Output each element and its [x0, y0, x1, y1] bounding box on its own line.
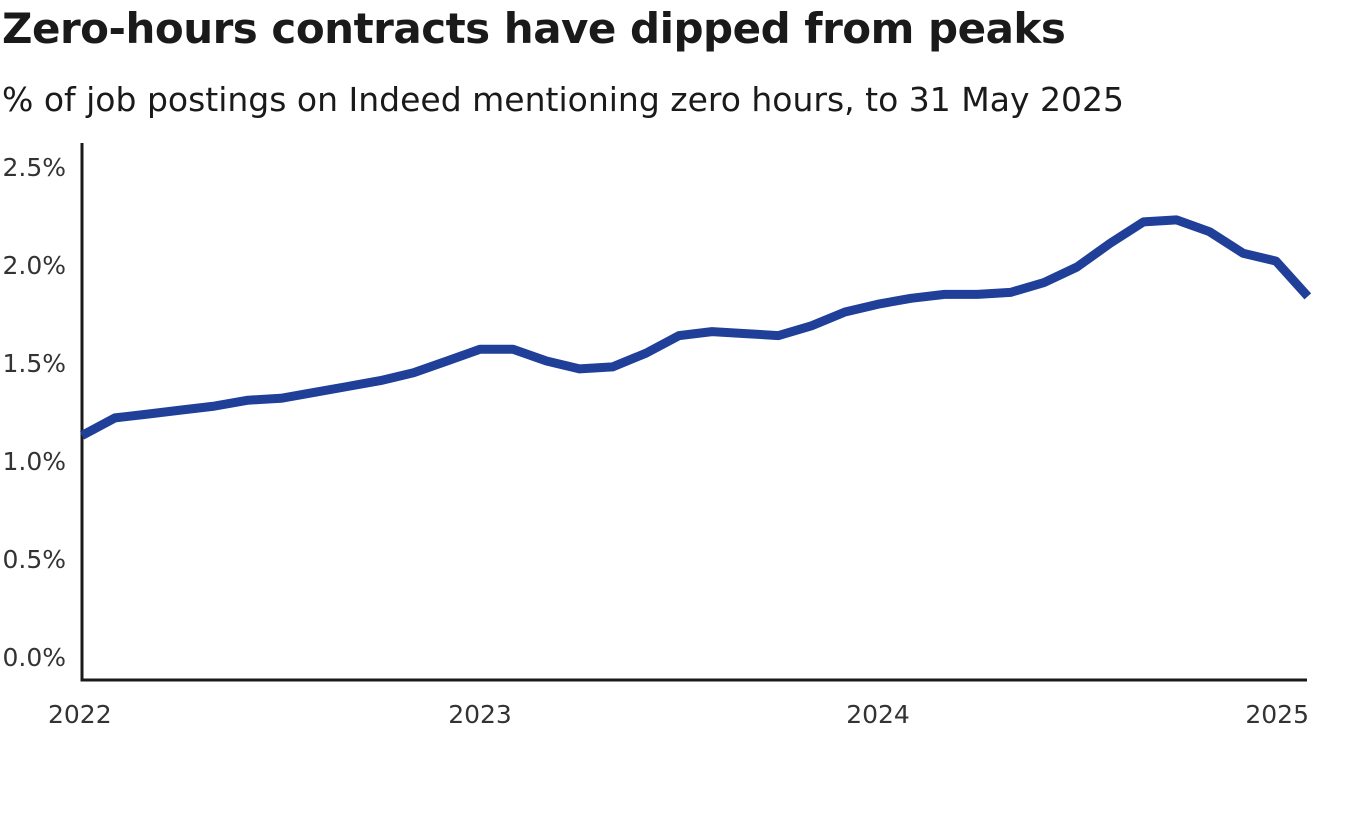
y-tick-label: 2.0% — [2, 251, 66, 280]
x-tick-label: 2025 — [1245, 700, 1309, 729]
y-tick-label: 1.5% — [2, 349, 66, 378]
x-tick-label: 2024 — [846, 700, 910, 729]
chart-title: Zero-hours contracts have dipped from pe… — [2, 4, 1066, 53]
chart-subtitle: % of job postings on Indeed mentioning z… — [2, 80, 1124, 119]
y-axis-ticks: 0.0% 0.5% 1.0% 1.5% 2.0% 2.5% — [2, 153, 66, 672]
y-tick-label: 2.5% — [2, 153, 66, 182]
y-tick-label: 0.5% — [2, 545, 66, 574]
x-tick-label: 2022 — [48, 700, 112, 729]
series-line-zero-hours — [79, 215, 1312, 440]
x-tick-label: 2023 — [448, 700, 512, 729]
y-tick-label: 1.0% — [2, 447, 66, 476]
x-axis-ticks: 2022 2023 2024 2025 — [48, 700, 1309, 729]
y-tick-label: 0.0% — [2, 643, 66, 672]
